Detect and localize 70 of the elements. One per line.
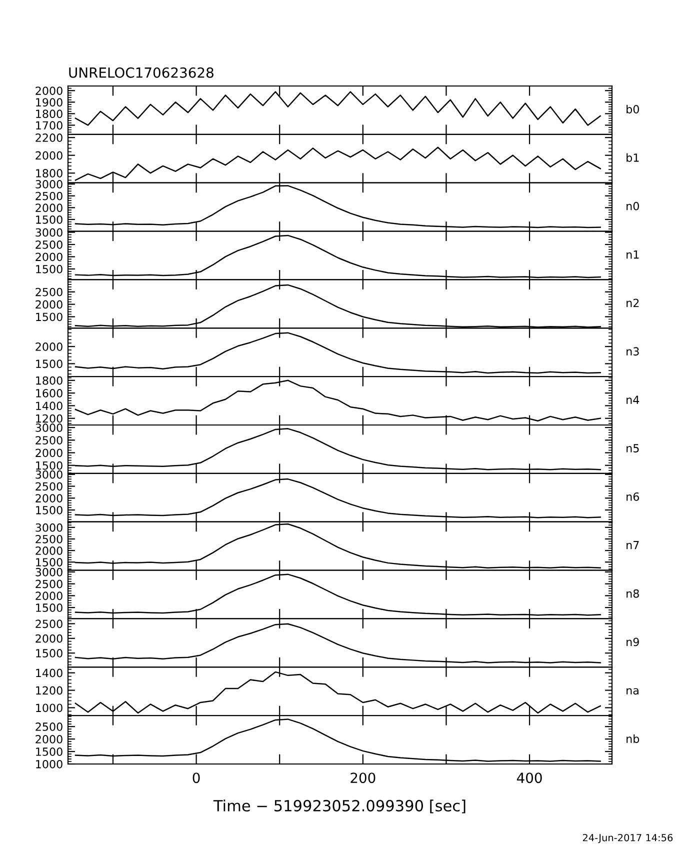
y-tick-label: 2500 [36, 192, 62, 200]
legend-label: n1 [626, 250, 639, 259]
y-tick-label: 1500 [36, 506, 62, 514]
x-axis-title: Time − 519923052.099390 [sec] [213, 800, 466, 814]
x-tick-label: 0 [192, 772, 200, 784]
y-tick-label: 2000 [36, 300, 62, 309]
y-tick-label: 1700 [36, 121, 62, 130]
y-tick-label: 2000 [36, 735, 62, 744]
y-tick-label: 2000 [36, 86, 62, 95]
legend-label: n8 [626, 589, 639, 598]
y-tick-label: 1600 [36, 389, 62, 398]
y-tick-label: 3000 [36, 228, 62, 237]
y-tick-label: 1200 [36, 686, 62, 695]
text: n6 [626, 492, 640, 501]
y-tick-label: 2000 [36, 546, 62, 555]
y-tick-label: 2200 [36, 134, 62, 142]
y-tick-label: 2500 [36, 288, 62, 296]
legend-label: na [626, 688, 638, 695]
text: n0 [626, 202, 639, 210]
y-tick-label: 1800 [36, 169, 62, 178]
legend-label: n7 [626, 541, 639, 550]
y-tick-label: 2500 [36, 722, 62, 731]
y-tick-label: 1500 [36, 264, 62, 274]
y-tick-label: 1400 [36, 402, 62, 410]
y-tick-label: 3000 [36, 523, 62, 532]
y-tick-label: 1200 [36, 414, 62, 423]
x-tick-label: 400 [516, 772, 542, 784]
y-tick-label: 1500 [36, 461, 62, 470]
y-tick-label: 2000 [36, 252, 62, 262]
legend-label: n4 [626, 396, 640, 404]
y-tick-label: 1800 [36, 110, 62, 118]
y-tick-label: 2500 [36, 580, 62, 588]
y-tick-label: 1000 [36, 704, 62, 712]
y-tick-label: 2500 [36, 534, 62, 544]
y-tick-label: 2000 [36, 592, 62, 600]
legend-label: nb [626, 734, 640, 744]
y-tick-label: 1400 [36, 668, 62, 678]
x-tick-label: 200 [350, 772, 376, 784]
legend-label: b1 [626, 153, 639, 162]
y-tick-label: 1500 [36, 360, 62, 368]
y-tick-label: 2500 [36, 240, 62, 249]
y-tick-label: 2000 [36, 494, 62, 502]
legend-label: n2 [626, 298, 639, 307]
y-tick-label: 2000 [36, 204, 62, 212]
chart-title: UNRELOC170623628 [69, 67, 214, 78]
y-tick-label: 1500 [36, 649, 62, 658]
y-tick-label: 1500 [36, 558, 62, 566]
y-tick-label: 2000 [36, 634, 62, 643]
text: n9 [626, 638, 639, 646]
y-tick-label: 1000 [36, 760, 62, 768]
text: 24-Jun-2017 14:56 [582, 834, 673, 844]
y-tick-label: 1800 [36, 376, 62, 385]
legend-label: n5 [626, 444, 639, 452]
y-tick-label: 3000 [36, 568, 62, 576]
y-tick-label: 2000 [36, 448, 62, 458]
y-tick-label: 2500 [36, 620, 62, 628]
legend-label: b0 [626, 104, 639, 114]
y-tick-label: 2500 [36, 482, 62, 491]
y-tick-label: 3000 [36, 180, 62, 188]
y-tick-label: 3000 [36, 470, 62, 479]
y-tick-label: 1500 [36, 747, 62, 756]
y-tick-label: 2000 [36, 151, 62, 160]
y-tick-label: 3000 [36, 423, 62, 432]
y-tick-label: 1500 [36, 215, 62, 224]
y-tick-label: 2500 [36, 436, 62, 445]
y-tick-label: 1500 [36, 604, 62, 612]
text: n3 [626, 347, 639, 356]
y-tick-label: 1500 [36, 312, 62, 322]
y-tick-label: 2000 [36, 342, 62, 351]
y-tick-label: 1900 [36, 98, 62, 107]
